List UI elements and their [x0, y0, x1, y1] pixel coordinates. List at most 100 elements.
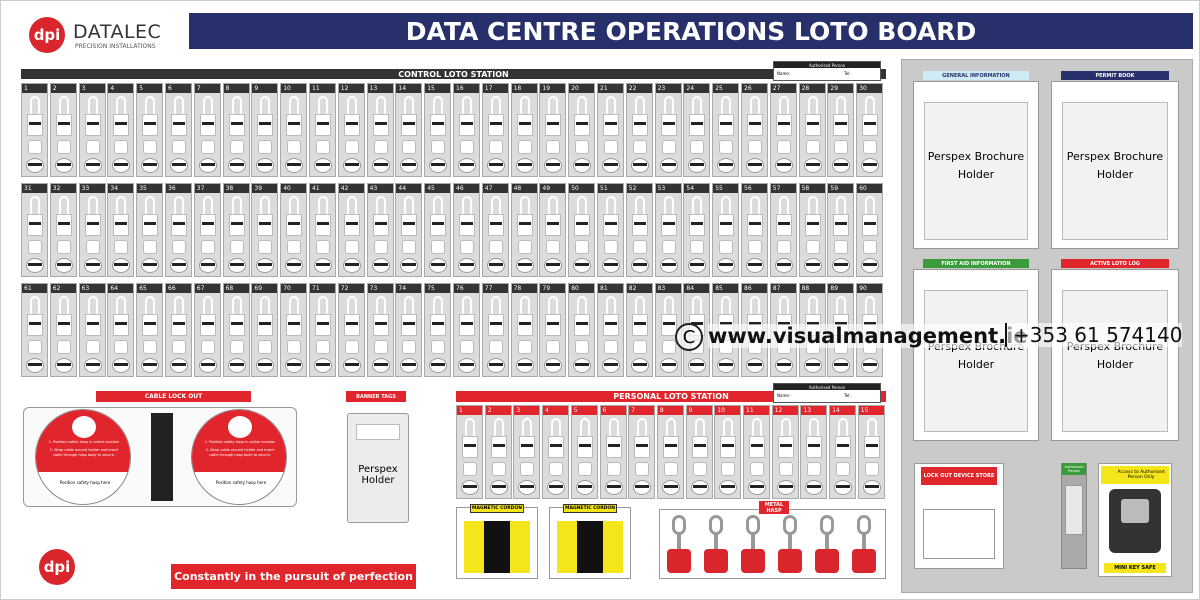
- tag-strip: [258, 263, 273, 266]
- slot-number: 47: [482, 184, 508, 193]
- loto-slot: 9: [685, 405, 713, 499]
- padlock-shackle: [490, 96, 501, 118]
- tag-strip: [575, 263, 590, 266]
- padlock-label: [633, 222, 646, 225]
- cable-bar: [151, 413, 173, 501]
- tag-strip: [402, 363, 417, 366]
- tag-strip: [143, 363, 158, 366]
- cable-header: CABLE LOCK OUT: [96, 391, 251, 402]
- padlock-body: [286, 214, 303, 236]
- padlock-body: [487, 214, 504, 236]
- loto-slot: 6: [165, 83, 192, 177]
- loto-slot: 29: [827, 83, 855, 177]
- holder-pocket: [924, 102, 1028, 240]
- padlock-shackle: [606, 96, 616, 118]
- padlock-body: [113, 214, 130, 236]
- padlock-body: [55, 314, 72, 336]
- device-store-label: LOCK OUT DEVICE STORE: [921, 467, 997, 485]
- slot-number: 5: [571, 406, 597, 415]
- loto-slot: 14: [395, 83, 423, 177]
- loto-slot: 75: [424, 283, 452, 377]
- tag-strip: [575, 363, 590, 366]
- tag-strip: [661, 163, 676, 166]
- tag: [632, 240, 647, 254]
- padlock-label: [374, 222, 387, 225]
- slot-number: 11: [744, 406, 769, 415]
- tag: [661, 140, 676, 154]
- padlock-shackle: [58, 296, 69, 318]
- padlock-label: [518, 122, 531, 125]
- tag: [834, 240, 849, 254]
- padlock-label: [605, 122, 617, 125]
- loto-slot: 65: [136, 283, 164, 377]
- loto-slot: 63: [78, 283, 106, 377]
- padlock-body: [142, 114, 159, 136]
- padlock-label: [837, 444, 850, 447]
- padlock-label: [722, 444, 735, 447]
- loto-slot: 26: [741, 83, 768, 177]
- authorised-box: Authorised Person Name: Tel:: [773, 61, 881, 81]
- loto-slot: 44: [395, 183, 423, 277]
- holder-text: Perspex Holder: [358, 464, 398, 486]
- holder-label: PERMIT BOOK: [1061, 71, 1169, 80]
- loto-slot: 82: [625, 283, 653, 377]
- padlock-shackle: [346, 196, 357, 218]
- padlock-shackle: [231, 296, 242, 318]
- padlock-shackle: [778, 196, 789, 218]
- tag: [575, 140, 590, 154]
- loto-slot: 48: [510, 183, 538, 277]
- loto-slot: 5: [570, 405, 598, 499]
- slot-number: 27: [770, 84, 796, 93]
- hasp-stem: [825, 533, 829, 549]
- holder-text: Perspex Brochure Holder: [927, 150, 1025, 181]
- slot-number: 56: [742, 184, 767, 193]
- key-strip-label: Authorised Person: [1062, 463, 1086, 475]
- tag-strip: [463, 485, 477, 488]
- padlock-shackle: [750, 296, 760, 318]
- tag: [575, 340, 590, 354]
- brochure-holder: Perspex Brochure Holder: [913, 81, 1039, 249]
- padlock-body: [749, 436, 765, 458]
- padlock-body: [372, 214, 389, 236]
- padlock-body: [605, 436, 622, 458]
- padlock-shackle: [30, 96, 40, 118]
- slot-number: 12: [772, 406, 798, 415]
- instruction: 2. Wrap cable around holder and insert c…: [205, 448, 275, 457]
- tag-strip: [517, 163, 532, 166]
- padlock-label: [259, 122, 272, 125]
- loto-slot: 46: [453, 183, 480, 277]
- padlock-label: [259, 222, 272, 225]
- loto-slot: 61: [21, 283, 48, 377]
- hasp-ring: [783, 515, 797, 535]
- slot-number: 90: [857, 284, 883, 293]
- tag: [750, 462, 764, 476]
- tag-strip: [748, 163, 762, 166]
- slot-number: 77: [482, 284, 508, 293]
- padlock-shackle: [721, 296, 732, 318]
- padlock-label: [576, 222, 589, 225]
- loto-slot: 62: [49, 283, 77, 377]
- padlock-body: [462, 436, 478, 458]
- tag: [431, 340, 446, 354]
- tag: [258, 140, 273, 154]
- padlock-shackle: [433, 196, 444, 218]
- tag: [316, 140, 330, 154]
- title-bar: DATA CENTRE OPERATIONS LOTO BOARD: [189, 13, 1193, 49]
- padlock-shackle: [465, 418, 475, 440]
- tag-strip: [258, 363, 273, 366]
- loto-slot: 37: [193, 183, 221, 277]
- loto-slot: 1: [456, 405, 483, 499]
- padlock-body: [343, 314, 360, 336]
- slot-number: 21: [598, 84, 623, 93]
- padlock-shackle: [836, 296, 847, 318]
- tag: [373, 140, 388, 154]
- banner-header: BANNER TAGS: [346, 391, 406, 402]
- tag: [402, 240, 417, 254]
- slot-number: 71: [310, 284, 335, 293]
- slot-number: 83: [655, 284, 681, 293]
- loto-slot: 64: [107, 283, 135, 377]
- slot-number: 53: [655, 184, 681, 193]
- loto-slot: 32: [49, 183, 77, 277]
- tag-strip: [431, 363, 446, 366]
